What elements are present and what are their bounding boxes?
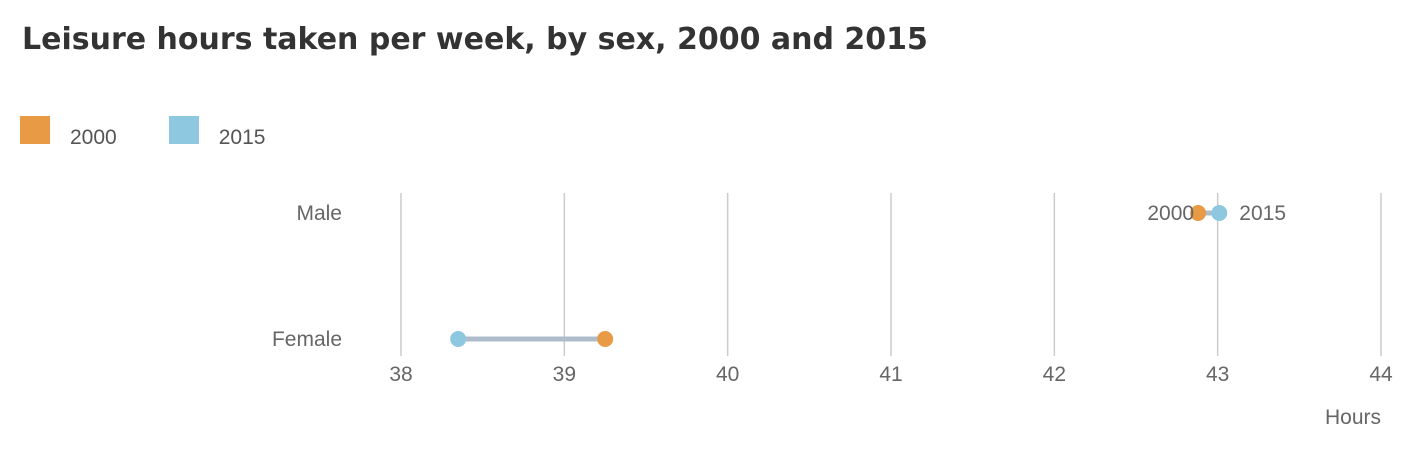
- point-annotations: 2000 2015: [1147, 202, 1286, 225]
- connectors: [458, 210, 1220, 342]
- point-female-2000[interactable]: [597, 331, 614, 347]
- x-tick-labels: 38 39 40 41 42 43 44: [389, 363, 1393, 386]
- x-tick-label: 43: [1206, 363, 1229, 386]
- x-tick-label: 38: [389, 363, 412, 386]
- category-labels: Male Female: [272, 202, 342, 351]
- point-female-2015[interactable]: [450, 331, 467, 347]
- category-label-female: Female: [272, 328, 342, 351]
- legend-swatch-2015: [168, 116, 199, 144]
- x-tick-label: 40: [716, 363, 739, 386]
- legend-item-2015[interactable]: 2015: [168, 116, 266, 150]
- legend-label-2015: 2015: [218, 126, 266, 149]
- x-tick-label: 44: [1369, 363, 1393, 386]
- legend-item-2000[interactable]: 2000: [20, 116, 117, 150]
- point-male-2015[interactable]: [1211, 205, 1228, 221]
- point-male-2000[interactable]: [1190, 205, 1207, 221]
- legend-swatch-2000: [20, 116, 50, 144]
- legend: 2000 2015: [20, 116, 317, 150]
- x-tick-label: 41: [879, 363, 902, 386]
- annotation-male-2000: 2000: [1147, 202, 1194, 225]
- x-tick-label: 39: [553, 363, 576, 386]
- gridlines: [400, 193, 1382, 356]
- x-axis-label: Hours: [1325, 406, 1381, 429]
- chart-title: Leisure hours taken per week, by sex, 20…: [22, 22, 928, 57]
- legend-label-2000: 2000: [70, 126, 117, 149]
- annotation-male-2015: 2015: [1239, 202, 1286, 225]
- data-points: [450, 205, 1228, 347]
- category-label-male: Male: [296, 202, 342, 225]
- x-tick-label: 42: [1043, 363, 1066, 386]
